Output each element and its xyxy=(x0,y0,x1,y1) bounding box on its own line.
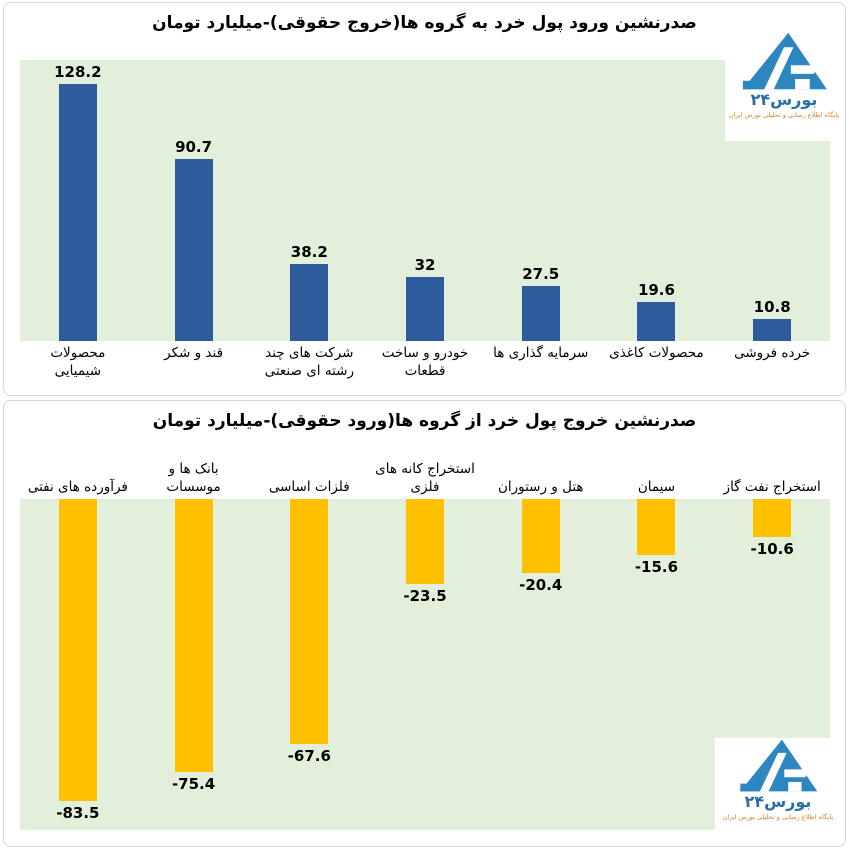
bar-value-label: -83.5 xyxy=(56,804,100,822)
inflow-chart-panel: صدرنشین ورود پول خرد به گروه ها(خروج حقو… xyxy=(3,2,846,396)
bar xyxy=(58,499,97,801)
category-label: فلزات اساسی xyxy=(268,479,350,496)
bar-value-label: 128.2 xyxy=(54,63,102,81)
bar-column: -20.4 xyxy=(483,499,599,830)
bar xyxy=(753,319,792,341)
bar-column: -15.6 xyxy=(599,499,715,830)
bar-column: 19.6 xyxy=(599,60,715,341)
bar xyxy=(406,277,445,341)
bar xyxy=(521,286,560,341)
bar-value-label: 32 xyxy=(414,256,436,274)
category-label: سیمان xyxy=(637,479,676,496)
bar-column: 10.8 xyxy=(714,60,830,341)
bourse24-logo-icon xyxy=(740,739,818,792)
category-label: شرکت های چند رشته ای صنعتی xyxy=(264,345,354,379)
bourse24-logo-icon xyxy=(742,32,827,90)
bar-column: 27.5 xyxy=(483,60,599,341)
bar xyxy=(174,159,213,341)
category-label: سرمایه گذاری ها xyxy=(493,345,589,361)
bourse24-logo-name: بورس۲۴ xyxy=(750,90,818,109)
category-label: محصولات شیمیایی xyxy=(50,345,106,379)
bourse24-logo: بورس۲۴ پایگاه اطلاع رسانی و تحلیلی بورس … xyxy=(715,738,841,838)
bourse24-logo: بورس۲۴ پایگاه اطلاع رسانی و تحلیلی بورس … xyxy=(725,27,843,141)
category-label: محصولات کاغذی xyxy=(609,345,704,361)
bar-column: -83.5 xyxy=(20,499,136,830)
bar-value-label: -20.4 xyxy=(519,576,563,594)
bar-column: -67.6 xyxy=(251,499,367,830)
category-label: خرده فروشی xyxy=(734,345,811,361)
bar-value-label: -10.6 xyxy=(750,540,794,558)
inflow-plot-area: 128.2 90.7 38.2 32 27.5 19.6 10.8 xyxy=(20,60,830,341)
category-label: استخراج نفت گاز xyxy=(723,479,821,496)
bar xyxy=(290,264,329,341)
bar xyxy=(637,302,676,341)
inflow-chart-title: صدرنشین ورود پول خرد به گروه ها(خروج حقو… xyxy=(152,13,697,33)
bar xyxy=(753,499,792,537)
bar xyxy=(637,499,676,555)
bar-column: 128.2 xyxy=(20,60,136,341)
bar-value-label: -15.6 xyxy=(634,558,679,576)
outflow-chart-panel: صدرنشین خروج پول خرد از گروه ها(ورود حقو… xyxy=(3,400,846,847)
bar xyxy=(174,499,213,772)
bar-value-label: 27.5 xyxy=(522,265,560,283)
outflow-category-axis: فرآورده های نفتی بانک ها و موسسات فلزات اس… xyxy=(20,443,830,497)
bar-column: -23.5 xyxy=(367,499,483,830)
outflow-plot-area: -83.5 -75.4 -67.6 -23.5 -20.4 -15.6 -10.6 xyxy=(20,499,830,830)
bar-column: 38.2 xyxy=(251,60,367,341)
bar xyxy=(58,84,97,341)
category-label: فرآورده های نفتی xyxy=(27,479,128,496)
bar-value-label: 10.8 xyxy=(753,298,791,316)
category-label: استخراج کانه های فلزی xyxy=(375,461,475,496)
outflow-bars: -83.5 -75.4 -67.6 -23.5 -20.4 -15.6 -10.6 xyxy=(20,499,830,830)
category-label: هتل و رستوران xyxy=(497,479,584,496)
bar-value-label: -75.4 xyxy=(171,775,216,793)
bourse24-logo-tagline: پایگاه اطلاع رسانی و تحلیلی بورس ایران xyxy=(728,110,840,119)
category-label: بانک ها و موسسات xyxy=(166,461,221,496)
inflow-bars: 128.2 90.7 38.2 32 27.5 19.6 10.8 xyxy=(20,60,830,341)
bar xyxy=(406,499,445,584)
bar-value-label: 90.7 xyxy=(175,138,213,156)
category-label: قند و شکر xyxy=(164,345,224,361)
bar-value-label: 38.2 xyxy=(290,243,328,261)
bar-value-label: -67.6 xyxy=(287,747,331,765)
bar xyxy=(521,499,560,573)
bar xyxy=(290,499,329,744)
bar-column: 90.7 xyxy=(136,60,252,341)
bar-column: -10.6 xyxy=(714,499,830,830)
inflow-category-axis: محصولات شیمیایی قند و شکر شرکت های چند رشت… xyxy=(20,345,830,395)
bar-column: -75.4 xyxy=(136,499,252,830)
bar-value-label: 19.6 xyxy=(637,281,675,299)
bourse24-logo-name: بورس۲۴ xyxy=(744,792,812,811)
bar-column: 32 xyxy=(367,60,483,341)
bourse24-logo-tagline: پایگاه اطلاع رسانی و تحلیلی بورس ایران xyxy=(722,812,834,821)
outflow-chart-title: صدرنشین خروج پول خرد از گروه ها(ورود حقو… xyxy=(152,411,697,431)
category-label: خودرو و ساخت قطعات xyxy=(381,345,469,379)
bar-value-label: -23.5 xyxy=(403,587,447,605)
